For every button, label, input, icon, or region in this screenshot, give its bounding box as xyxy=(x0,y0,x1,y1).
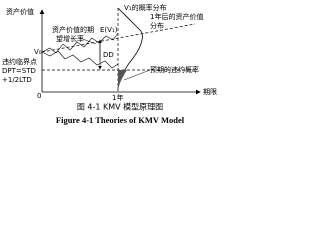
dpt-label: 违约临界点 xyxy=(2,57,37,66)
dpt-label: DPT=STD xyxy=(2,67,36,75)
origin-label: 0 xyxy=(37,92,41,100)
asset-path xyxy=(41,50,119,69)
growth-line xyxy=(41,23,196,53)
dpt-label: +1/2LTD xyxy=(2,76,32,84)
pointer xyxy=(123,69,151,81)
growth-label: 资产价值的期 xyxy=(52,25,94,34)
dist-note: 1年后的资产价值 xyxy=(150,12,203,21)
expected-label: E(V₁) xyxy=(100,26,118,34)
x-axis-label: 期限 xyxy=(203,87,217,96)
kmv-diagram: 资产价值 期限 V₁的概率分布 1年后的资产价值 分布 E(V₁) 资产价值的期… xyxy=(2,3,217,125)
edf-label: 预期的违约概率 xyxy=(150,65,199,74)
one-year-label: 1年 xyxy=(112,93,123,102)
dd-label: DD xyxy=(103,51,114,59)
dist-label: V₁的概率分布 xyxy=(124,3,167,12)
default-area xyxy=(118,70,127,88)
y-axis-label: 资产价值 xyxy=(6,7,34,16)
caption-cn: 图 4-1 KMV 模型原理图 xyxy=(77,102,163,112)
pointer xyxy=(79,37,97,45)
v0-label: V₀ xyxy=(34,48,42,56)
dist-note: 分布 xyxy=(150,21,164,30)
growth-label: 望增长率 xyxy=(56,34,84,43)
asset-path xyxy=(41,32,119,54)
caption-en: Figure 4-1 Theories of KMV Model xyxy=(56,115,185,125)
